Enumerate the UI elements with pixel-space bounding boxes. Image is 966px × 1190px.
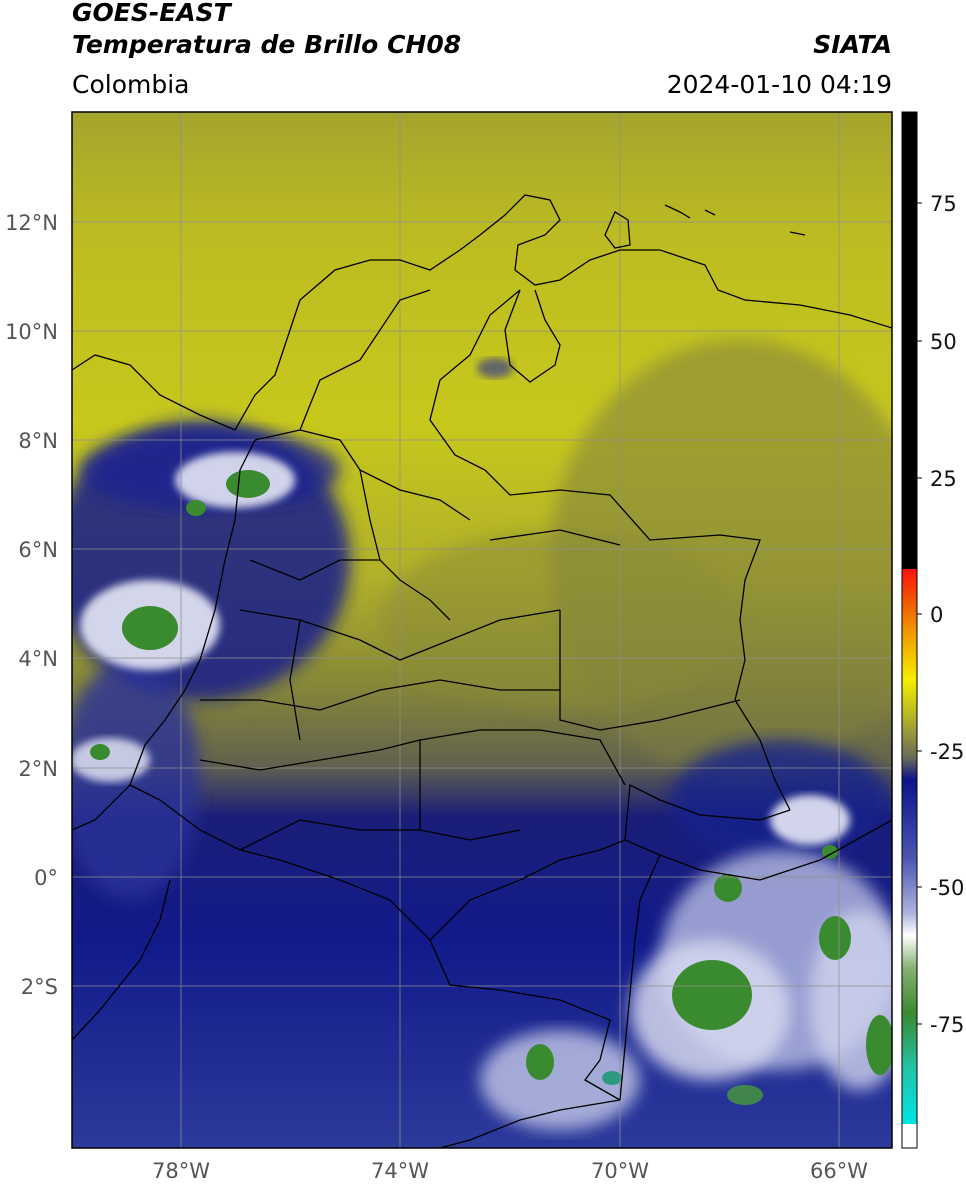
boundaries [72, 194, 892, 1148]
lat-labels: 12°N 10°N 8°N 6°N 4°N 2°N 0° 2°S [5, 211, 58, 999]
brand-label: SIATA [813, 30, 892, 59]
colorbar-white-segment [902, 1124, 917, 1148]
lat-label: 2°S [21, 975, 58, 999]
region-label: Colombia [72, 70, 190, 99]
colorbar-tick-label: -25 [930, 740, 964, 764]
lon-label: 66°W [810, 1159, 868, 1183]
colorbar-tick-label: -50 [930, 876, 964, 900]
lon-label: 70°W [591, 1159, 649, 1183]
lat-label: 0° [34, 866, 58, 890]
lat-label: 12°N [5, 211, 58, 235]
colorbar-tick-label: -75 [930, 1013, 964, 1037]
title-satellite: GOES-EAST [72, 0, 231, 27]
lat-label: 4°N [18, 647, 58, 671]
lat-label: 2°N [18, 757, 58, 781]
colorbar-black-segment [902, 112, 917, 569]
map-frame [71, 111, 893, 1149]
lat-label: 8°N [18, 429, 58, 453]
lon-label: 74°W [371, 1159, 429, 1183]
colorbar: 75 50 25 0 -25 -50 -75 [901, 111, 964, 1149]
satellite-image [72, 112, 892, 1148]
colorbar-tick-label: 50 [930, 330, 957, 354]
colorbar-tick-label: 25 [930, 467, 957, 491]
colorbar-gradient [902, 569, 917, 1124]
title-product: Temperatura de Brillo CH08 [72, 30, 462, 59]
lat-label: 10°N [5, 320, 58, 344]
lat-label: 6°N [18, 538, 58, 562]
lon-labels: 78°W 74°W 70°W 66°W [152, 1159, 868, 1183]
lon-label: 78°W [152, 1159, 210, 1183]
datetime-label: 2024-01-10 04:19 [666, 70, 892, 99]
colorbar-tick-label: 75 [930, 192, 957, 216]
colorbar-tick-label: 0 [930, 603, 943, 627]
